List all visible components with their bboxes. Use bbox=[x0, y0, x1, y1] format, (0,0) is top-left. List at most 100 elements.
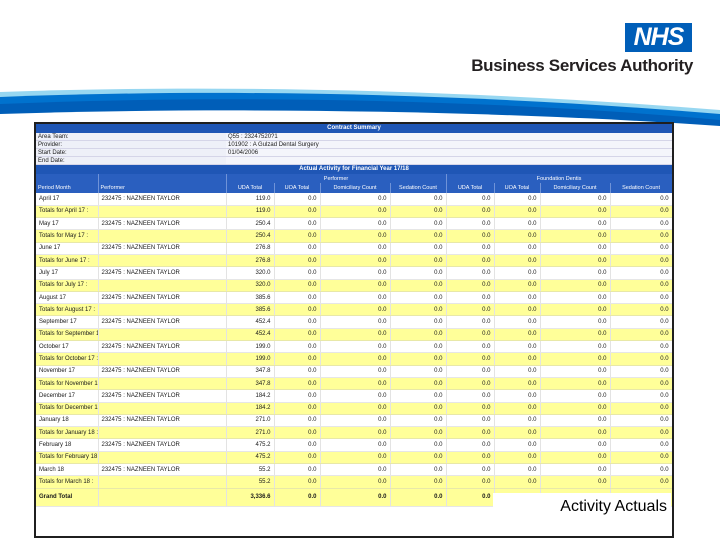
table-cell: Totals for December 17 : bbox=[36, 402, 99, 415]
table-cell: 0.0 bbox=[494, 402, 541, 415]
column-header: Sedation Count bbox=[610, 183, 672, 193]
table-cell: 232475 : NAZNEEN TAYLOR bbox=[98, 365, 227, 378]
table-cell: 0.0 bbox=[390, 426, 447, 440]
info-row-area-team: Area Team: Q55 : 23247520?1 bbox=[36, 133, 672, 141]
table-cell: 0.0 bbox=[540, 414, 611, 428]
table-cell: 0.0 bbox=[610, 279, 672, 292]
table-cell: February 18 bbox=[36, 438, 99, 452]
table-cell: 0.0 bbox=[446, 451, 495, 465]
table-cell: 0.0 bbox=[610, 193, 672, 206]
table-cell: 276.8 bbox=[226, 254, 275, 268]
table-cell: 0.0 bbox=[274, 389, 321, 403]
table-cell: 0.0 bbox=[540, 352, 611, 366]
table-cell: 0.0 bbox=[540, 217, 611, 231]
table-cell: 385.6 bbox=[226, 291, 275, 305]
table-cell: 276.8 bbox=[226, 242, 275, 255]
table-cell: 0.0 bbox=[320, 217, 391, 231]
table-cell: 0.0 bbox=[446, 242, 495, 255]
table-cell: 0.0 bbox=[446, 463, 495, 477]
table-cell: 0.0 bbox=[390, 438, 447, 452]
table-cell: Totals for August 17 : bbox=[36, 303, 99, 317]
table-cell: 0.0 bbox=[610, 365, 672, 378]
table-cell: 0.0 bbox=[494, 254, 541, 268]
table-cell bbox=[98, 488, 227, 507]
table-cell: 0.0 bbox=[274, 242, 321, 255]
table-cell: 0.0 bbox=[540, 193, 611, 206]
info-value: 01/04/2006 bbox=[226, 149, 672, 156]
table-cell: 0.0 bbox=[320, 475, 391, 489]
table-cell: 0.0 bbox=[540, 266, 611, 280]
table-cell bbox=[98, 303, 227, 317]
table-cell: 0.0 bbox=[320, 229, 391, 243]
table-cell: Totals for June 17 : bbox=[36, 254, 99, 268]
table-cell: Totals for September 17 : bbox=[36, 328, 99, 342]
table-cell: 0.0 bbox=[494, 205, 541, 219]
activity-table: Performer Foundation Dentis Period Month… bbox=[36, 174, 672, 507]
table-cell: 0.0 bbox=[446, 303, 495, 317]
totals-row: Totals for August 17 :385.6 0.0 0.0 0.0 0.0 0… bbox=[36, 303, 672, 317]
table-cell: Totals for May 17 : bbox=[36, 229, 99, 243]
info-label: Start Date: bbox=[36, 149, 226, 156]
totals-row: Totals for April 17 :119.0 0.0 0.0 0.0 0.0 0.… bbox=[36, 205, 672, 219]
table-cell: 320.0 bbox=[226, 279, 275, 292]
table-cell: 0.0 bbox=[390, 389, 447, 403]
table-cell: 0.0 bbox=[274, 217, 321, 231]
table-cell: 0.0 bbox=[274, 315, 321, 329]
table-cell: 0.0 bbox=[446, 291, 495, 305]
info-value bbox=[226, 157, 672, 164]
table-cell: 0.0 bbox=[320, 389, 391, 403]
table-cell: 0.0 bbox=[494, 315, 541, 329]
table-cell bbox=[98, 254, 227, 268]
table-cell: 0.0 bbox=[494, 475, 541, 489]
table-cell: 0.0 bbox=[610, 414, 672, 428]
group-header-performer: Performer bbox=[226, 174, 447, 183]
table-row: September 17 232475 : NAZNEEN TAYLOR 452.4… bbox=[36, 315, 672, 329]
table-cell: 0.0 bbox=[446, 340, 495, 354]
column-header: Period Month bbox=[36, 183, 99, 193]
table-cell: 271.0 bbox=[226, 426, 275, 440]
table-cell: 0.0 bbox=[540, 377, 611, 391]
table-cell: 0.0 bbox=[494, 377, 541, 391]
table-cell: 0.0 bbox=[610, 451, 672, 465]
table-cell: 0.0 bbox=[610, 438, 672, 452]
table-cell: 0.0 bbox=[274, 205, 321, 219]
table-cell: 0.0 bbox=[446, 315, 495, 329]
table-cell: 0.0 bbox=[610, 426, 672, 440]
table-cell: 0.0 bbox=[274, 475, 321, 489]
table-cell: 0.0 bbox=[446, 414, 495, 428]
table-cell bbox=[98, 402, 227, 415]
table-cell: 0.0 bbox=[274, 438, 321, 452]
totals-row: Totals for October 17 :199.0 0.0 0.0 0.0 0.0… bbox=[36, 352, 672, 366]
table-cell: 0.0 bbox=[390, 414, 447, 428]
table-cell: 0.0 bbox=[320, 303, 391, 317]
table-cell: 0.0 bbox=[610, 352, 672, 366]
column-header: UOA Total bbox=[494, 183, 541, 193]
table-cell: 0.0 bbox=[274, 229, 321, 243]
table-cell: 0.0 bbox=[540, 463, 611, 477]
contract-summary-report: Contract Summary Area Team: Q55 : 232475… bbox=[34, 122, 674, 538]
table-cell: 347.8 bbox=[226, 377, 275, 391]
table-cell: July 17 bbox=[36, 266, 99, 280]
table-cell: Totals for July 17 : bbox=[36, 279, 99, 292]
table-cell: 0.0 bbox=[540, 475, 611, 489]
table-cell: 0.0 bbox=[390, 377, 447, 391]
table-cell: 0.0 bbox=[540, 389, 611, 403]
table-cell: 0.0 bbox=[446, 328, 495, 342]
table-cell bbox=[98, 475, 227, 489]
table-cell: 232475 : NAZNEEN TAYLOR bbox=[98, 389, 227, 403]
totals-row: Totals for March 18 :55.2 0.0 0.0 0.0 0.0 0.0… bbox=[36, 475, 672, 489]
table-row: May 17 232475 : NAZNEEN TAYLOR 250.4 0.0 0.0… bbox=[36, 217, 672, 231]
table-cell: August 17 bbox=[36, 291, 99, 305]
table-cell: 0.0 bbox=[610, 340, 672, 354]
table-cell: 0.0 bbox=[320, 352, 391, 366]
info-label: End Date: bbox=[36, 157, 226, 164]
table-cell: 0.0 bbox=[274, 352, 321, 366]
table-row: August 17 232475 : NAZNEEN TAYLOR 385.6 0.0… bbox=[36, 291, 672, 305]
table-cell: 0.0 bbox=[320, 266, 391, 280]
table-cell: 0.0 bbox=[320, 242, 391, 255]
table-cell: 271.0 bbox=[226, 414, 275, 428]
table-cell: 0.0 bbox=[610, 377, 672, 391]
table-row: February 18 232475 : NAZNEEN TAYLOR 475.2 0… bbox=[36, 438, 672, 452]
table-cell: 0.0 bbox=[274, 426, 321, 440]
table-cell: 0.0 bbox=[540, 229, 611, 243]
